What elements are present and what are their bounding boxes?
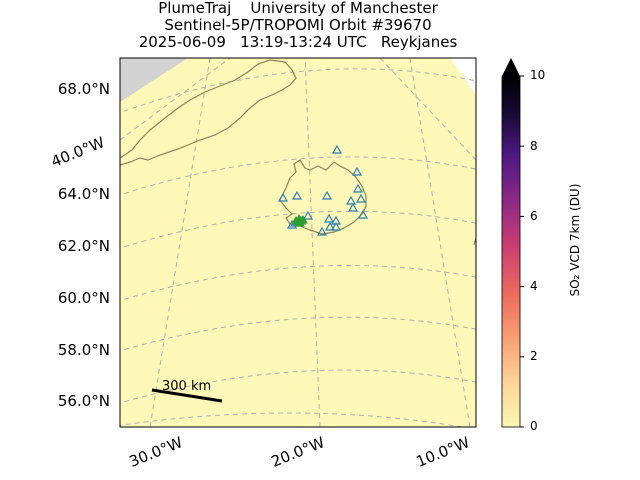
volcano-marker [357,209,369,219]
lat-label-60: 60.0°N [57,289,110,307]
volcano-marker [302,210,314,220]
volcano-marker [355,193,367,203]
colorbar-label: SO₂ VCD 7km (DU) [568,183,582,297]
colorbar-tick-6: 6 [530,209,538,223]
volcano-marker [352,183,364,193]
title-line-2: Sentinel-5P/TROPOMI Orbit #39670 [164,16,432,34]
volcano-marker [321,190,333,200]
volcano-marker [323,213,335,223]
volcano-marker [291,190,303,200]
volcano-marker [347,202,359,212]
plume-source-marker [294,213,304,223]
colorbar-tick-0: 0 [530,419,538,433]
colorbar-extend-arrow [502,58,520,76]
satellite-swath [120,58,476,427]
volcano-marker [345,195,357,205]
volcano-marker [324,221,336,231]
greenland-coast [120,59,297,166]
volcano-marker [331,144,343,154]
scale-bar-line [151,388,223,403]
volcano-marker [330,221,342,231]
volcano-marker [277,192,289,202]
lat-label-68: 68.0°N [57,80,110,98]
title-line-3: 2025-06-09 13:19-13:24 UTC Reykjanes [138,33,458,51]
title-line-1: PlumeTraj University of Manchester [158,0,438,17]
lat-label-58: 58.0°N [57,341,110,359]
colorbar-tick-4: 4 [530,279,538,293]
volcano-marker [351,166,363,176]
colorbar [501,75,521,428]
colorbar-tick-2: 2 [530,349,538,363]
lat-label-56: 56.0°N [57,392,110,410]
no-data-corner [120,58,188,102]
scale-bar-label: 300 km [162,379,211,394]
colorbar-tick-8: 8 [530,139,538,153]
lat-label-62: 62.0°N [57,237,110,255]
lat-label-64: 64.0°N [57,185,110,203]
graticule [120,58,476,427]
volcano-marker [316,226,328,236]
colorbar-tick-10: 10 [530,68,546,82]
plume-source [291,213,308,227]
